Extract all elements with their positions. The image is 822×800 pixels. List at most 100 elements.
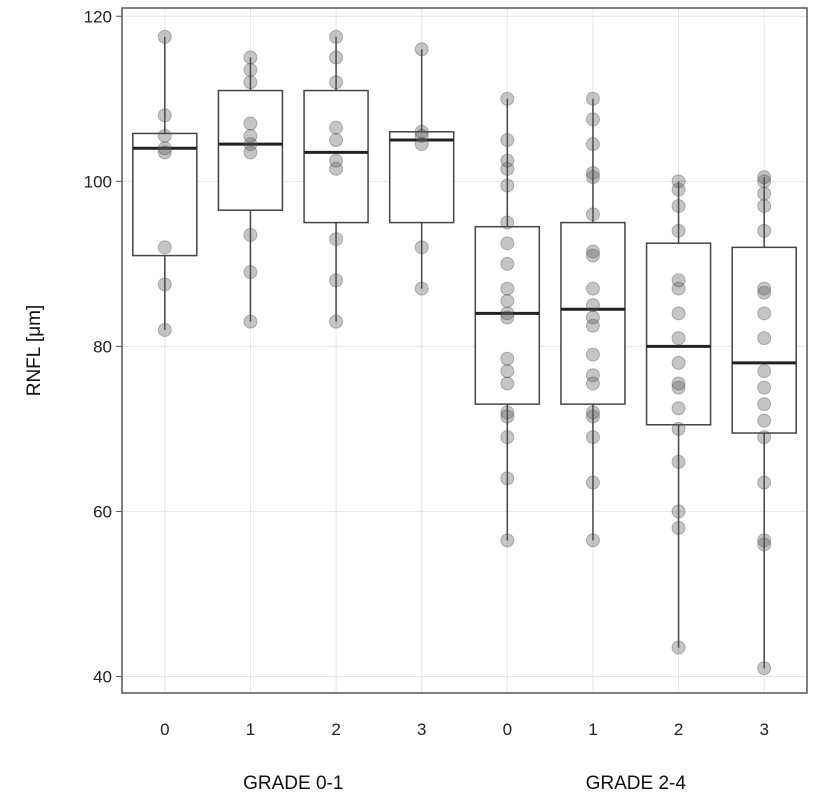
box-plots xyxy=(132,36,797,669)
data-point xyxy=(671,223,686,238)
data-point xyxy=(414,124,429,139)
x-tick-label: 3 xyxy=(759,720,768,739)
data-point xyxy=(157,145,172,160)
data-point xyxy=(329,161,344,176)
data-point xyxy=(243,137,258,152)
data-point xyxy=(157,240,172,255)
data-point xyxy=(671,376,686,391)
data-point xyxy=(157,29,172,44)
data-point xyxy=(585,405,600,420)
data-point xyxy=(243,75,258,90)
data-point xyxy=(671,401,686,416)
data-point xyxy=(585,430,600,445)
data-point xyxy=(757,364,772,379)
x-tick-label: 1 xyxy=(246,720,255,739)
data-point xyxy=(757,281,772,296)
data-point xyxy=(500,153,515,168)
data-point xyxy=(671,504,686,519)
data-point xyxy=(500,376,515,391)
x-tick-label: 3 xyxy=(417,720,426,739)
data-point xyxy=(500,215,515,230)
data-point xyxy=(585,166,600,181)
data-point xyxy=(500,91,515,106)
data-point xyxy=(671,273,686,288)
data-point xyxy=(243,265,258,280)
y-axis-title: RNFL [μm] xyxy=(24,305,45,397)
data-point xyxy=(757,331,772,346)
data-point xyxy=(329,133,344,148)
data-point xyxy=(671,421,686,436)
data-point xyxy=(585,248,600,263)
data-point xyxy=(585,310,600,325)
data-point xyxy=(500,133,515,148)
x-tick-label: 0 xyxy=(160,720,169,739)
box xyxy=(645,242,712,426)
data-point xyxy=(500,310,515,325)
data-point xyxy=(757,285,772,300)
data-point xyxy=(500,161,515,176)
data-point xyxy=(500,236,515,251)
data-point xyxy=(671,199,686,214)
data-point xyxy=(585,281,600,296)
data-point xyxy=(243,314,258,329)
data-point xyxy=(757,397,772,412)
y-tick-label: 100 xyxy=(84,172,112,191)
data-point xyxy=(329,75,344,90)
data-point xyxy=(585,409,600,424)
data-point xyxy=(500,533,515,548)
data-point xyxy=(671,281,686,296)
data-point xyxy=(500,364,515,379)
data-point xyxy=(671,182,686,197)
data-point xyxy=(243,128,258,143)
data-point xyxy=(500,281,515,296)
box xyxy=(388,131,455,224)
data-point xyxy=(157,141,172,156)
box xyxy=(303,89,369,224)
box xyxy=(731,246,797,434)
data-point xyxy=(243,50,258,65)
data-point xyxy=(500,405,515,420)
data-point xyxy=(500,306,515,321)
x-tick-label: 1 xyxy=(588,720,597,739)
x-tick-label: 2 xyxy=(331,720,340,739)
data-point xyxy=(671,380,686,395)
data-point xyxy=(585,347,600,362)
data-point xyxy=(757,475,772,490)
data-point xyxy=(585,112,600,127)
data-point xyxy=(243,145,258,160)
data-point xyxy=(500,430,515,445)
data-point xyxy=(329,120,344,135)
group-label: GRADE 2-4 xyxy=(586,773,687,794)
data-point xyxy=(585,298,600,313)
data-point xyxy=(414,240,429,255)
data-point xyxy=(500,256,515,271)
y-tick-label: 40 xyxy=(93,667,112,686)
data-point xyxy=(757,170,772,185)
data-point xyxy=(757,380,772,395)
data-point xyxy=(585,137,600,152)
data-point xyxy=(757,661,772,676)
data-point xyxy=(414,137,429,152)
box xyxy=(217,89,284,211)
data-point xyxy=(585,368,600,383)
data-point xyxy=(671,331,686,346)
data-point xyxy=(329,273,344,288)
data-point xyxy=(157,277,172,292)
data-point xyxy=(500,471,515,486)
y-tick-label: 120 xyxy=(84,7,112,26)
data-point xyxy=(585,170,600,185)
data-point xyxy=(757,533,772,548)
data-point xyxy=(329,29,344,44)
data-point xyxy=(157,108,172,123)
data-points xyxy=(157,29,772,676)
data-point xyxy=(157,322,172,337)
data-point xyxy=(671,640,686,655)
data-point xyxy=(757,186,772,201)
data-point xyxy=(757,223,772,238)
x-tick-label: 0 xyxy=(503,720,512,739)
x-tick-label: 2 xyxy=(674,720,683,739)
data-point xyxy=(500,351,515,366)
data-point xyxy=(671,520,686,535)
data-point xyxy=(585,376,600,391)
